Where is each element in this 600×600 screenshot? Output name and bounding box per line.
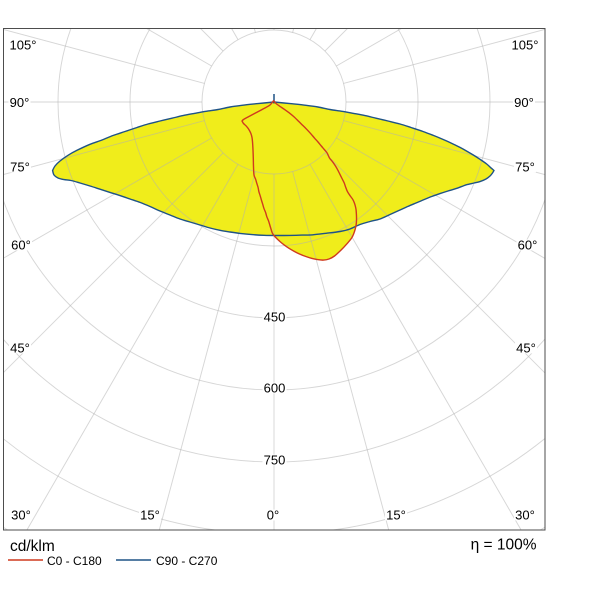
svg-text:90°: 90° bbox=[514, 95, 534, 110]
svg-text:15°: 15° bbox=[386, 508, 406, 523]
svg-text:105°: 105° bbox=[10, 38, 37, 53]
svg-text:15°: 15° bbox=[140, 508, 160, 523]
svg-text:75°: 75° bbox=[515, 160, 535, 175]
svg-text:45°: 45° bbox=[516, 341, 536, 356]
svg-text:0°: 0° bbox=[267, 508, 279, 523]
svg-text:750: 750 bbox=[264, 453, 286, 468]
svg-text:cd/klm: cd/klm bbox=[10, 538, 55, 555]
svg-text:C90 - C270: C90 - C270 bbox=[156, 554, 218, 568]
svg-text:60°: 60° bbox=[518, 238, 538, 253]
svg-text:45°: 45° bbox=[10, 341, 30, 356]
svg-text:60°: 60° bbox=[11, 238, 31, 253]
svg-text:η = 100%: η = 100% bbox=[471, 537, 537, 554]
svg-text:90°: 90° bbox=[10, 95, 30, 110]
svg-text:600: 600 bbox=[264, 381, 286, 396]
svg-text:105°: 105° bbox=[512, 38, 539, 53]
svg-text:75°: 75° bbox=[10, 160, 30, 175]
svg-text:C0 - C180: C0 - C180 bbox=[47, 554, 102, 568]
svg-text:450: 450 bbox=[264, 310, 286, 325]
svg-text:30°: 30° bbox=[11, 508, 31, 523]
svg-text:30°: 30° bbox=[515, 508, 535, 523]
